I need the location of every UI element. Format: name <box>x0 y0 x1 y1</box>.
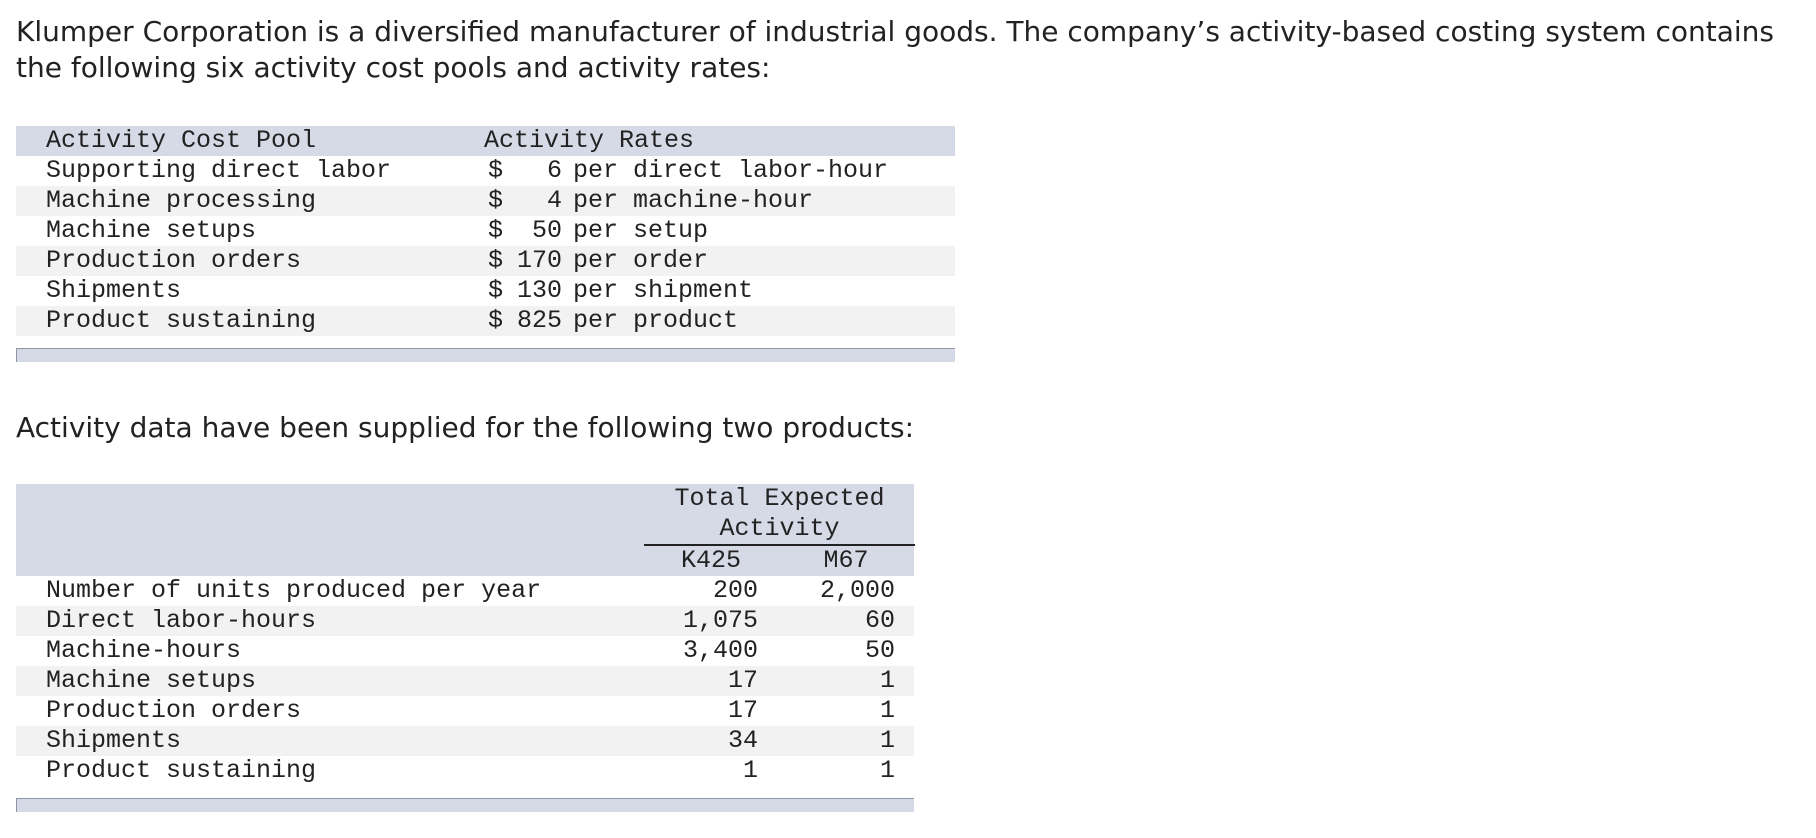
table-row: Production orders 17 1 <box>16 696 914 726</box>
row-label: Shipments <box>46 726 182 755</box>
value-cell: 50 <box>864 636 895 665</box>
currency: $ <box>488 246 504 275</box>
rate: 130 <box>516 276 562 305</box>
rate-unit: per shipment <box>573 276 754 305</box>
group-header: Total Expected Activity <box>644 484 915 546</box>
rate-unit: per order <box>573 246 709 275</box>
rate-unit: per setup <box>573 216 709 245</box>
pool-name: Product sustaining <box>46 306 317 335</box>
table-row: Number of units produced per year 200 2,00… <box>16 576 914 606</box>
table-footer <box>16 798 914 812</box>
pool-name: Machine setups <box>46 216 257 245</box>
table-row: Product sustaining 1 1 <box>16 756 914 786</box>
rate: 6 <box>546 156 562 185</box>
table-row: Production orders $170 per order <box>16 246 955 276</box>
table-header: Total Expected Activity K425 M67 <box>16 484 915 576</box>
pool-name: Production orders <box>46 246 302 275</box>
rate: 825 <box>516 306 562 335</box>
value-cell: 2,000 <box>819 576 895 605</box>
value-cell: 34 <box>727 726 758 755</box>
row-label: Product sustaining <box>46 756 317 785</box>
rate-unit: per direct labor-hour <box>573 156 889 185</box>
table-row: Supporting direct labor $6 per direct labo… <box>16 156 955 186</box>
value-cell: 17 <box>727 666 758 695</box>
row-label: Production orders <box>46 696 302 725</box>
table-row: Direct labor-hours 1,075 60 <box>16 606 914 636</box>
table-row: Shipments 34 1 <box>16 726 914 756</box>
row-label: Machine setups <box>46 666 257 695</box>
column-header: M67 <box>823 546 869 575</box>
value-cell: 3,400 <box>682 636 758 665</box>
rate: 50 <box>531 216 562 245</box>
table-row: Product sustaining $825 per product <box>16 306 955 336</box>
intro-text-2: Activity data have been supplied for the… <box>16 411 915 444</box>
pool-name: Supporting direct labor <box>46 156 392 185</box>
header-cell: Activity Cost Pool <box>46 126 317 155</box>
table-row: Machine setups 17 1 <box>16 666 914 696</box>
currency: $ <box>488 216 504 245</box>
table-footer <box>16 348 955 362</box>
currency: $ <box>488 156 504 185</box>
value-cell: 60 <box>864 606 895 635</box>
value-cell: 1,075 <box>682 606 758 635</box>
value-cell: 200 <box>712 576 758 605</box>
table-row: Machine setups $50 per setup <box>16 216 955 246</box>
value-cell: 1 <box>879 666 895 695</box>
value-cell: 1 <box>879 696 895 725</box>
value-cell: 17 <box>727 696 758 725</box>
intro-text: Klumper Corporation is a diversified man… <box>16 15 1774 84</box>
table-row: Machine processing $4 per machine-hour <box>16 186 955 216</box>
currency: $ <box>488 186 504 215</box>
column-header: K425 <box>680 546 741 575</box>
pool-name: Machine processing <box>46 186 317 215</box>
row-label: Machine-hours <box>46 636 242 665</box>
header-cell: Activity Rates <box>484 126 695 155</box>
row-label: Number of units produced per year <box>46 576 542 605</box>
rate: 170 <box>516 246 562 275</box>
activity-data-table: Total Expected Activity K425 M67 Number … <box>16 484 915 812</box>
currency: $ <box>488 306 504 335</box>
table-row: Machine-hours 3,400 50 <box>16 636 914 666</box>
value-cell: 1 <box>879 756 895 785</box>
value-cell: 1 <box>742 756 758 785</box>
table-header: Activity Cost Pool Activity Rates <box>16 126 955 156</box>
table-row: Shipments $130 per shipment <box>16 276 955 306</box>
row-label: Direct labor-hours <box>46 606 317 635</box>
rate-unit: per machine-hour <box>573 186 814 215</box>
value-cell: 1 <box>879 726 895 755</box>
activity-rates-table: Activity Cost Pool Activity Rates Supporti… <box>16 126 955 362</box>
currency: $ <box>488 276 504 305</box>
rate: 4 <box>546 186 562 215</box>
rate-unit: per product <box>573 306 739 335</box>
pool-name: Shipments <box>46 276 182 305</box>
